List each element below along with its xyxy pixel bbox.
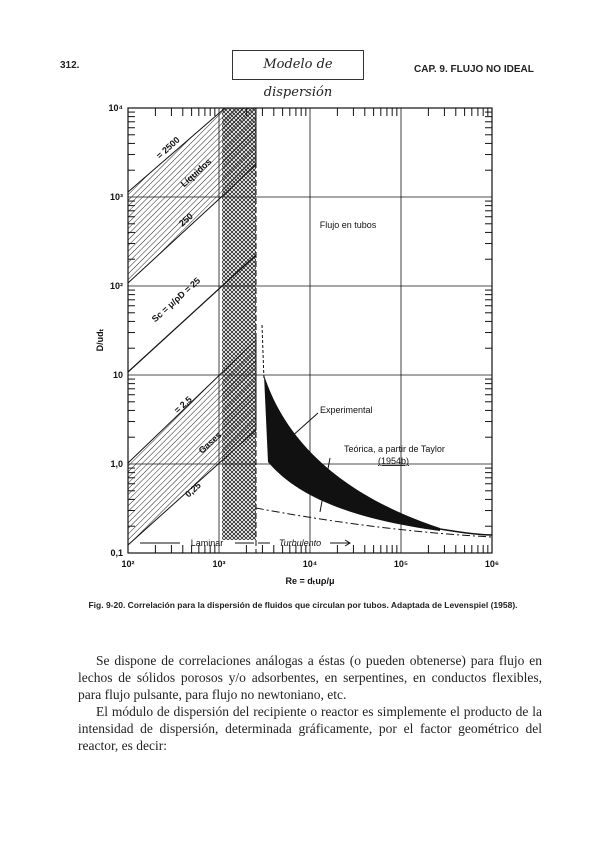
taylor-curve [255,507,493,538]
arrow [330,539,351,547]
y-tick-label: 10³ [110,192,123,202]
y-tick-label: 10 [113,370,123,380]
y-tick-label: 1,0 [110,459,123,469]
annotation: Laminar [191,538,224,548]
page-number: 312. [60,60,80,71]
experimental-curve [439,528,493,536]
figure-caption: Fig. 9-20. Correlación para la dispersió… [88,600,518,610]
handwritten-note: Modelo de dispersión [232,50,364,100]
experimental-band [264,375,440,531]
x-axis-label: Re = dₜuρ/μ [286,576,335,586]
figure: Flujo en tubos = 2500 Líquidos 250 Sc = … [95,103,499,586]
experimental-spike [261,324,265,381]
transition-region [222,108,256,540]
paragraph: Se dispone de correlaciones análogas a é… [78,653,542,702]
x-tick-label: 10⁶ [485,559,499,569]
plot-frame [127,107,493,554]
leader-line [289,412,319,439]
annotation: Teórica, a partir de Taylor [344,444,445,454]
y-tick-label: 0,1 [110,548,123,558]
annotation: Sc = μ/ρD = 25 [150,275,202,324]
body-text: Se dispone de correlaciones análogas a é… [78,652,542,754]
x-tick-label: 10² [121,559,134,569]
x-tick-label: 10⁴ [303,559,317,569]
annotation: Turbulento [279,538,321,548]
annotation: Experimental [320,405,373,415]
sc-25-line [127,254,257,373]
x-tick-label: 10³ [212,559,225,569]
chapter-heading: CAP. 9. FLUJO NO IDEAL [414,64,534,75]
y-tick-label: 10² [110,281,123,291]
annotation: (1954b) [378,456,409,466]
paragraph: El módulo de dispersión del recipiente o… [78,704,542,753]
y-tick-label: 10⁴ [109,103,123,113]
leader-line [319,457,331,513]
x-tick-label: 10⁵ [394,559,408,569]
y-axis-label: D/udₜ [95,328,105,351]
annotation: Flujo en tubos [320,220,377,230]
